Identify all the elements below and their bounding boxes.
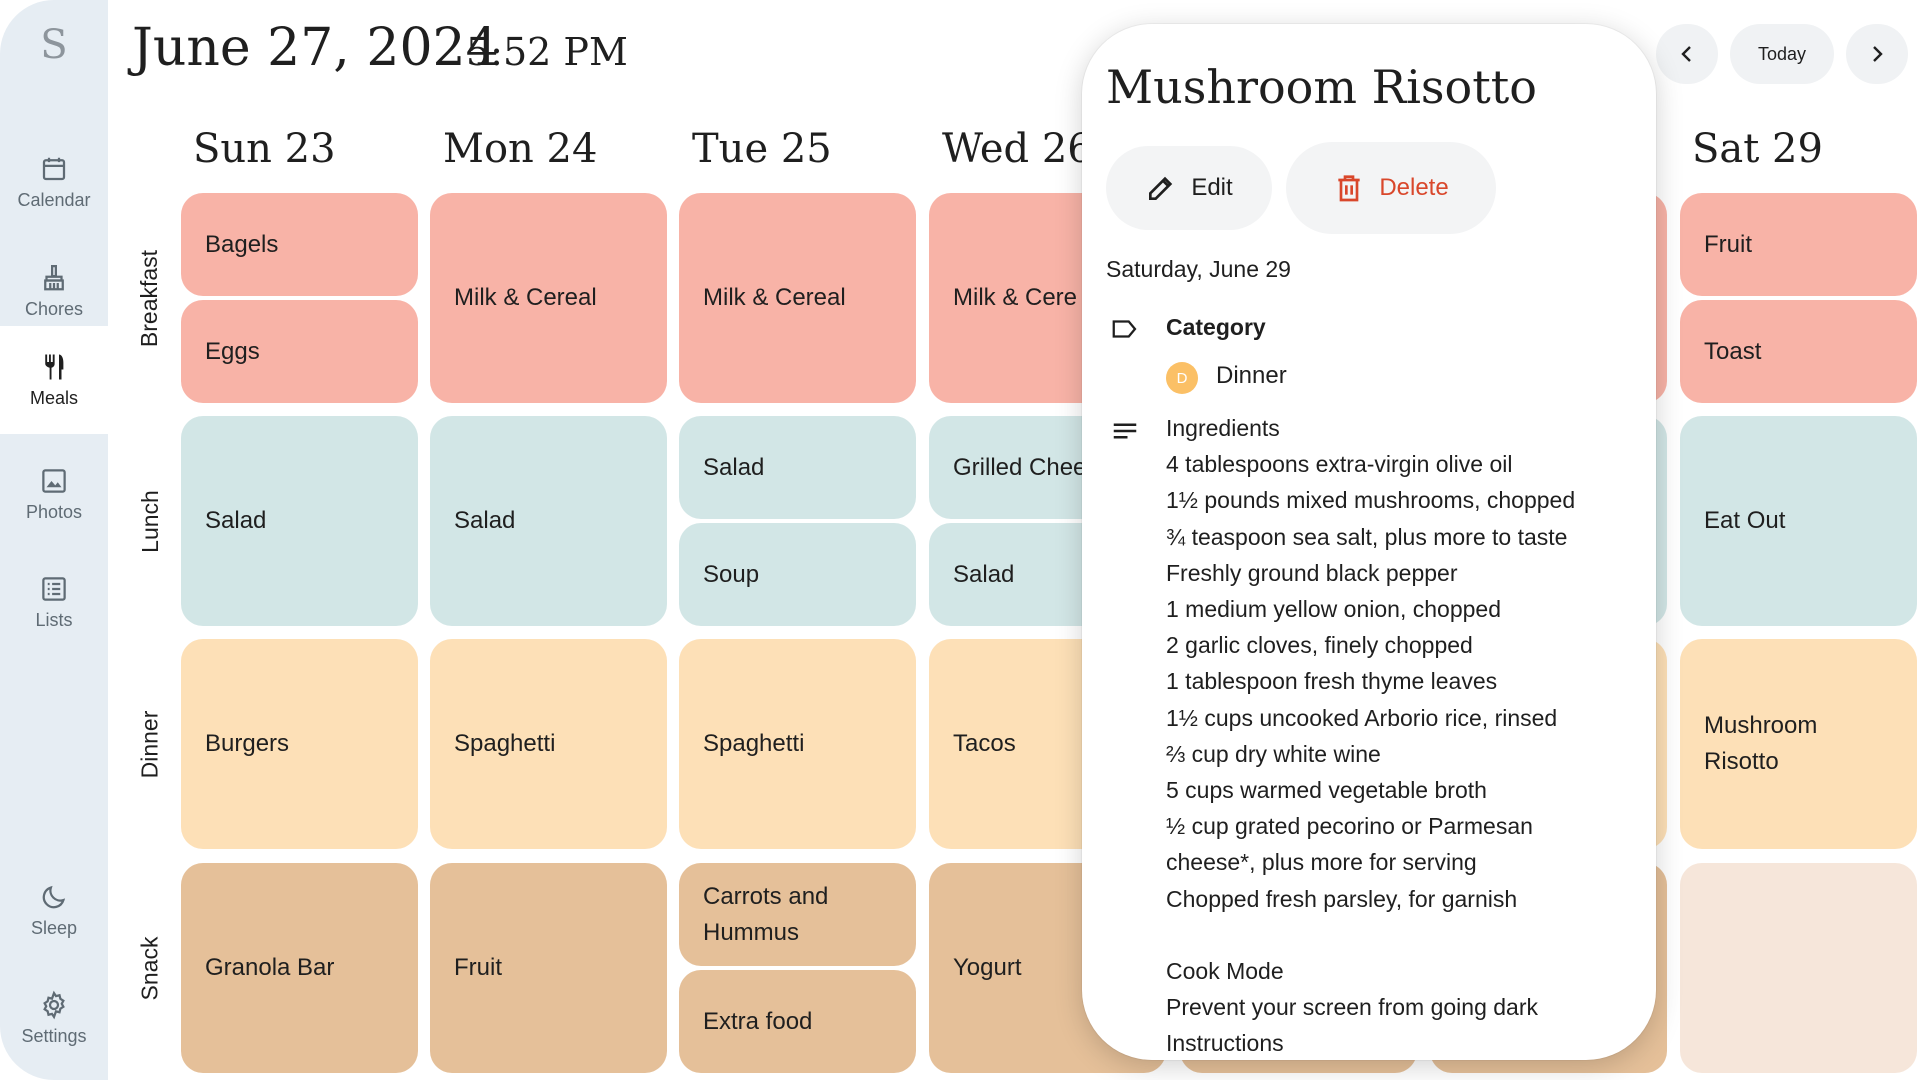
delete-button-label: Delete — [1379, 174, 1449, 201]
category-avatar: D — [1166, 362, 1198, 394]
notes-line: 4 tablespoons extra-virgin olive oil — [1166, 451, 1513, 478]
day-header-sat: Sat 29 — [1692, 126, 1823, 172]
notes-blank-line — [1166, 917, 1636, 953]
meal-detail-title: Mushroom Risotto — [1106, 60, 1537, 114]
notes-line: Prevent your screen from going dark — [1166, 994, 1539, 1021]
day-header-wed: Wed 26 — [942, 126, 1093, 172]
meal-card[interactable]: Salad — [679, 416, 916, 519]
sidebar-item-lists[interactable]: Lists — [0, 548, 108, 656]
meal-card[interactable]: Fruit — [430, 863, 667, 1073]
today-button-label: Today — [1757, 43, 1807, 64]
category-value: Dinner — [1216, 362, 1287, 389]
chevron-right-icon — [1873, 46, 1883, 62]
sidebar-item-label: Calendar — [17, 189, 91, 210]
image-icon — [42, 468, 66, 493]
sidebar-item-meals[interactable]: Meals — [0, 326, 108, 434]
next-week-button[interactable] — [1846, 24, 1908, 84]
meal-detail-popover: Mushroom Risotto Edit Delete Saturday, J… — [1082, 24, 1656, 1060]
notes-line: ⅔ cup dry white wine — [1166, 740, 1381, 767]
meal-card[interactable]: Fruit — [1680, 193, 1917, 296]
day-header-sun: Sun 23 — [193, 126, 336, 172]
sidebar-item-label: Sleep — [30, 917, 78, 938]
notes-line: cheese*, plus more for serving — [1166, 849, 1477, 876]
sidebar-item-label: Chores — [24, 298, 84, 319]
calendar-icon — [42, 157, 66, 180]
meal-card[interactable]: Eat Out — [1680, 416, 1917, 626]
sidebar-item-chores[interactable]: Chores — [0, 237, 108, 345]
today-button[interactable]: Today — [1730, 24, 1834, 84]
sidebar: S Calendar Chores Meals Photos Lists Sle… — [0, 0, 108, 1080]
meal-card[interactable]: Bagels — [181, 193, 418, 296]
sidebar-item-label: Settings — [21, 1025, 87, 1046]
current-date: June 27, 2024 — [132, 18, 499, 78]
notes-line: 5 cups warmed vegetable broth — [1166, 777, 1487, 804]
sidebar-item-calendar[interactable]: Calendar — [0, 128, 108, 236]
notes-line: ¾ teaspoon sea salt, plus more to taste — [1166, 523, 1568, 550]
trash-icon — [1338, 175, 1360, 202]
category-heading: Category — [1166, 314, 1266, 340]
meal-card[interactable]: Eggs — [181, 300, 418, 403]
meal-card[interactable]: Salad — [430, 416, 667, 626]
day-header-tue: Tue 25 — [692, 126, 832, 172]
notes-line: Ingredients — [1166, 415, 1280, 441]
day-header-mon: Mon 24 — [443, 126, 598, 172]
delete-button[interactable]: Delete — [1286, 142, 1496, 234]
gear-icon — [43, 990, 65, 1019]
list-icon — [42, 576, 66, 601]
meal-card[interactable]: Spaghetti — [430, 639, 667, 849]
meal-card[interactable]: Carrots and Hummus — [679, 863, 916, 966]
row-label-lunch: Lunch — [136, 489, 163, 553]
notes-line: Freshly ground black pepper — [1166, 559, 1458, 586]
notes-line: 1 medium yellow onion, chopped — [1166, 596, 1501, 623]
label-tag-icon — [1112, 320, 1137, 338]
pencil-icon — [1149, 176, 1173, 200]
notes-line: 2 garlic cloves, finely chopped — [1166, 632, 1473, 659]
notes-line: 1 tablespoon fresh thyme leaves — [1166, 668, 1498, 695]
notes-line: Cook Mode — [1166, 958, 1284, 985]
sidebar-item-label: Meals — [29, 387, 78, 408]
meal-card[interactable]: Milk & Cereal — [430, 193, 667, 403]
notes-line: 1½ cups uncooked Arborio rice, rinsed — [1166, 704, 1558, 731]
row-label-breakfast: Breakfast — [136, 249, 163, 347]
sidebar-item-label: Lists — [35, 609, 73, 630]
sidebar-item-sleep[interactable]: Sleep — [0, 856, 108, 964]
meal-card[interactable]: Milk & Cereal — [679, 193, 916, 403]
edit-button[interactable]: Edit — [1106, 146, 1272, 230]
notes-line: Instructions — [1166, 1030, 1284, 1057]
sidebar-item-settings[interactable]: Settings — [0, 964, 108, 1072]
app-logo: S — [40, 22, 68, 68]
notes-line: ½ cup grated pecorino or Parmesan — [1166, 813, 1533, 840]
broom-icon — [44, 264, 64, 290]
previous-week-button[interactable] — [1656, 24, 1718, 84]
meal-card[interactable]: Salad — [181, 416, 418, 626]
current-time: 5:52 PM — [466, 30, 628, 74]
meal-card[interactable]: Toast — [1680, 300, 1917, 403]
meal-card-selected[interactable]: Mushroom Risotto — [1680, 639, 1917, 849]
meal-card[interactable]: Soup — [679, 523, 916, 626]
edit-button-label: Edit — [1191, 174, 1233, 201]
row-label-dinner: Dinner — [136, 710, 163, 778]
notes-line: 1½ pounds mixed mushrooms, chopped — [1166, 487, 1576, 514]
meal-detail-date: Saturday, June 29 — [1106, 256, 1291, 282]
moon-icon — [42, 885, 66, 908]
row-label-snack: Snack — [136, 936, 163, 1000]
notes-line: Chopped fresh parsley, for garnish — [1166, 885, 1518, 912]
meal-card[interactable]: Granola Bar — [181, 863, 418, 1073]
meal-card[interactable]: Burgers — [181, 639, 418, 849]
sidebar-item-label: Photos — [25, 501, 83, 522]
meal-card[interactable]: Spaghetti — [679, 639, 916, 849]
meal-card[interactable]: Extra food — [679, 970, 916, 1073]
utensils-icon — [45, 354, 64, 379]
chevron-left-icon — [1681, 46, 1691, 62]
meal-notes: Ingredients 4 tablespoons extra-virgin o… — [1166, 410, 1636, 1060]
sidebar-item-photos[interactable]: Photos — [0, 440, 108, 548]
notes-icon — [1113, 423, 1137, 439]
empty-meal-slot[interactable] — [1680, 863, 1917, 1073]
